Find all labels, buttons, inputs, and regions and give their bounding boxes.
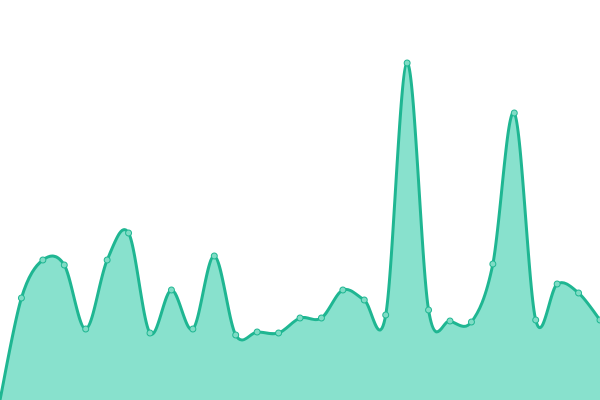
point [489,260,497,268]
point [39,256,47,264]
point [425,306,433,314]
point [125,229,133,237]
point [60,261,68,269]
point [189,325,197,333]
point [403,59,411,67]
point [446,317,454,325]
area-fill [0,62,600,400]
point [317,314,325,322]
point [510,109,518,117]
point [467,318,475,326]
point [575,289,583,297]
point [210,252,218,260]
point [296,314,304,322]
point [253,328,261,336]
point [532,316,540,324]
point [596,316,600,324]
point [360,296,368,304]
point [103,256,111,264]
point [232,331,240,339]
point [167,286,175,294]
point [275,329,283,337]
point [82,325,90,333]
point [339,286,347,294]
point [17,294,25,302]
point [382,311,390,319]
point [553,280,561,288]
point [146,329,154,337]
